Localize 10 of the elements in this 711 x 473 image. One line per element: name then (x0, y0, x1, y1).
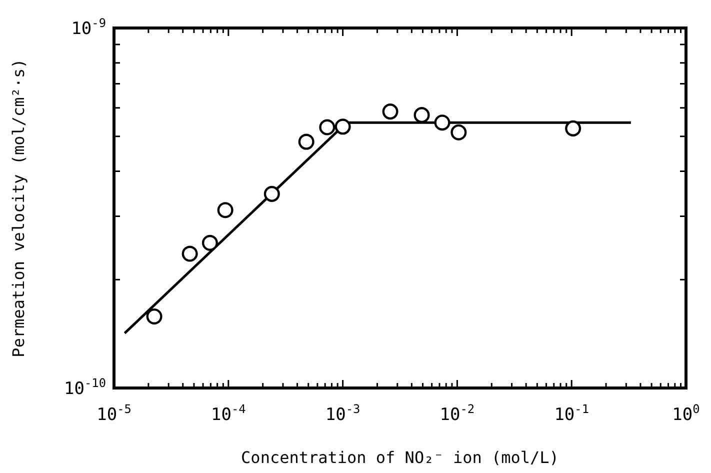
x-axis-title: Concentration of NO₂⁻ ion (mol/L) (241, 448, 559, 467)
x-tick-label: 10$^{0}$ (672, 402, 700, 425)
x-tick-label: 10$^{-3}$ (325, 402, 360, 425)
x-tick-label: 10$^{-4}$ (210, 402, 246, 425)
x-tick-label: 10$^{-5}$ (96, 402, 132, 425)
y-axis-title: Permeation velocity (mol/cm²·s) (9, 58, 28, 358)
y-tick-label: 10$^{-9}$ (71, 16, 106, 39)
x-tick-label: 10$^{-1}$ (554, 402, 590, 425)
x-tick-label: 10$^{-2}$ (440, 402, 475, 425)
y-tick-label: 10$^{-10}$ (64, 376, 106, 399)
